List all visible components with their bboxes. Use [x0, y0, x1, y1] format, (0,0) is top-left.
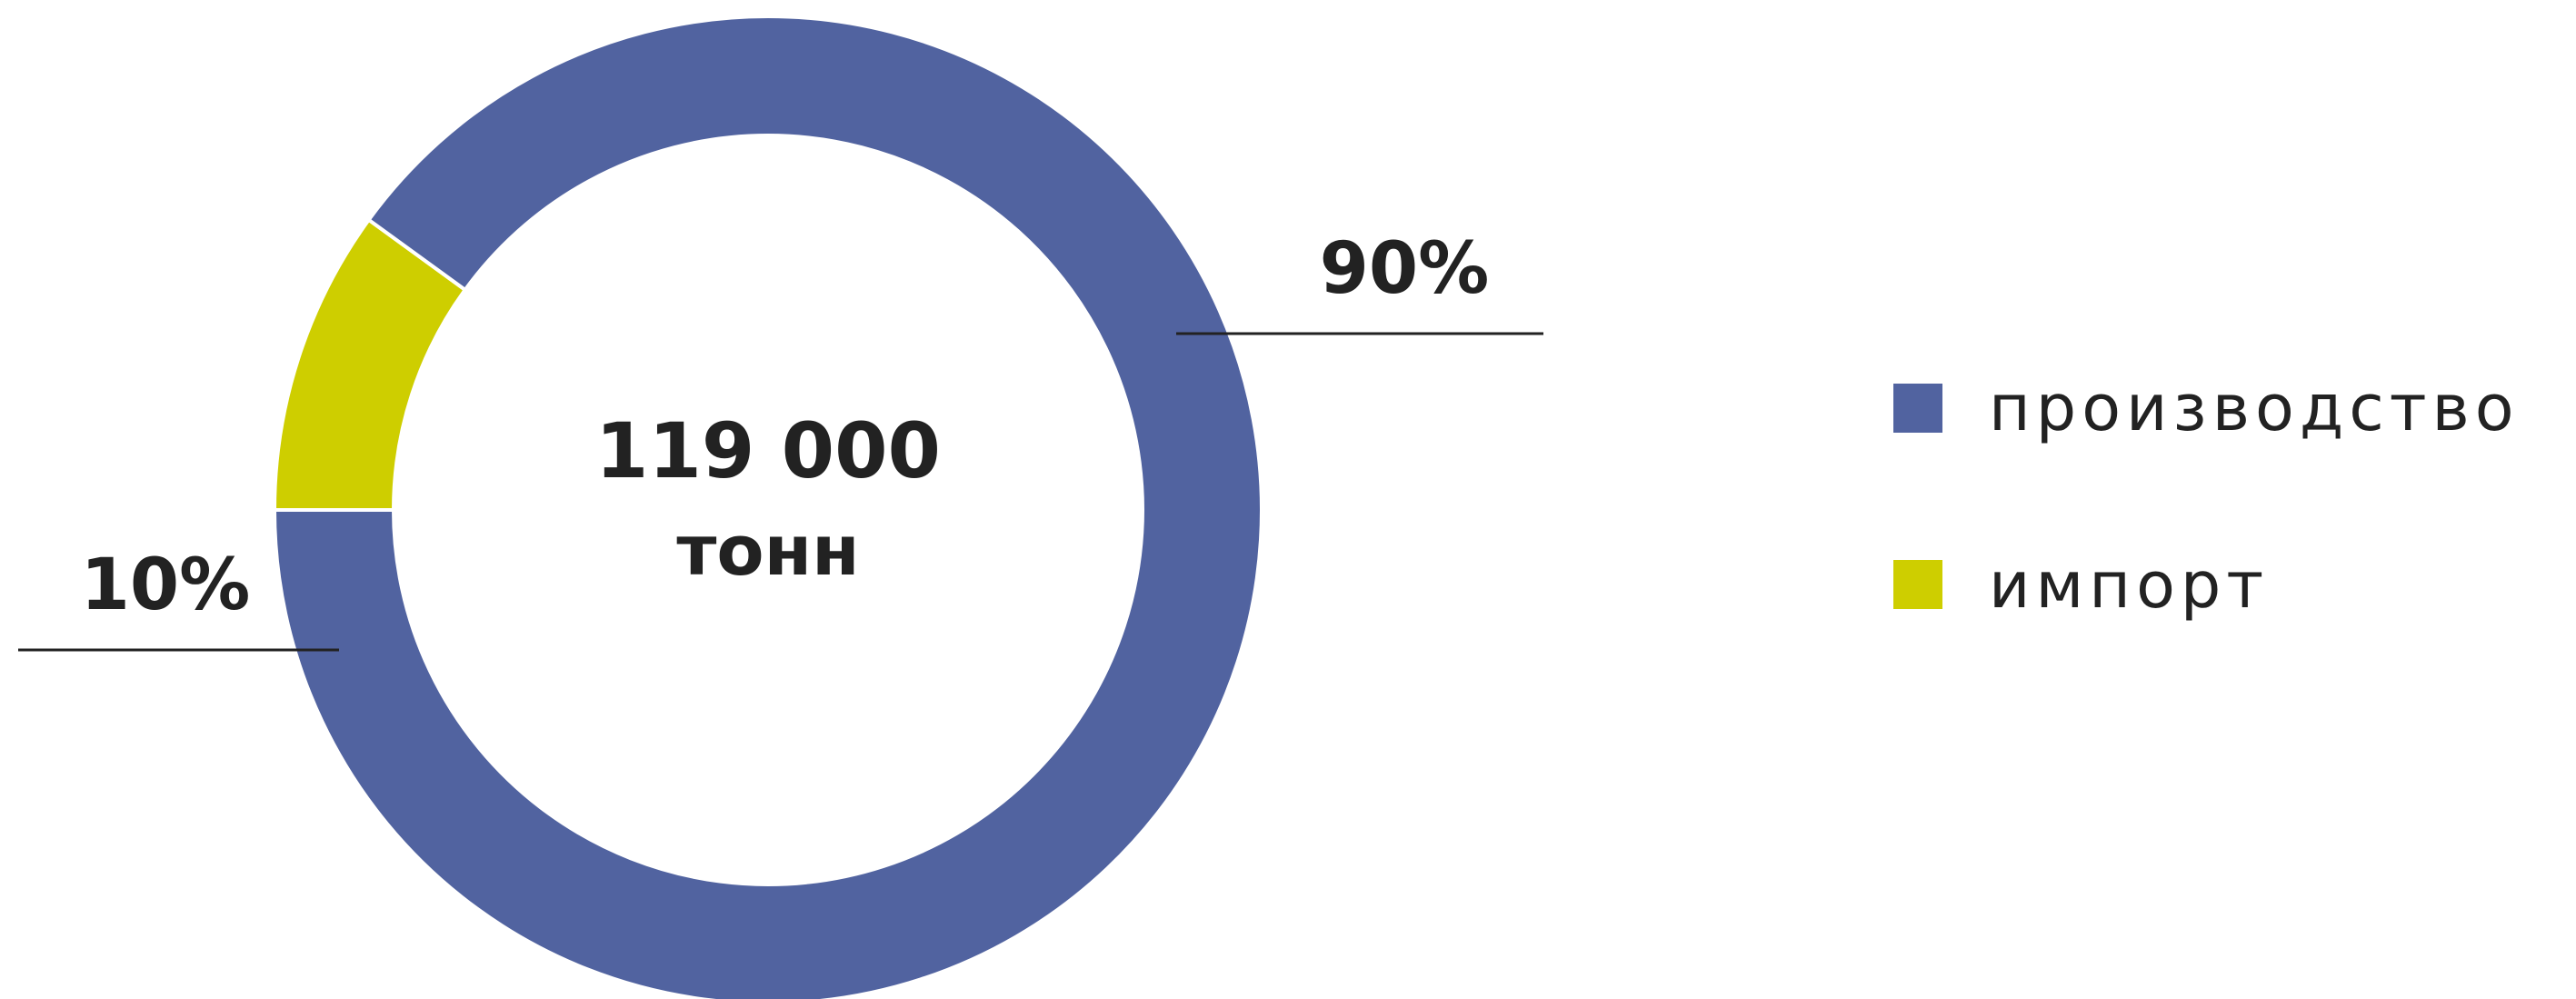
- legend-label-import: импорт: [1989, 548, 2269, 623]
- slice-label-production: 90%: [1176, 228, 1543, 335]
- slice-production: [272, 15, 1263, 999]
- slice-label-import: 10%: [18, 544, 339, 652]
- legend-item-production: производство: [1893, 371, 2520, 445]
- data-label-import: 10%: [81, 544, 251, 626]
- legend-item-import: импорт: [1893, 548, 2269, 623]
- legend-label-production: производство: [1989, 371, 2520, 445]
- legend-swatch-import: [1893, 560, 1942, 609]
- legend: производство импорт: [1893, 371, 2520, 623]
- center-total-unit: тонн: [676, 510, 859, 591]
- center-total-value: 119 000: [595, 406, 941, 495]
- donut-slices: [272, 15, 1263, 999]
- data-label-production: 90%: [1320, 228, 1490, 310]
- legend-swatch-production: [1893, 384, 1942, 433]
